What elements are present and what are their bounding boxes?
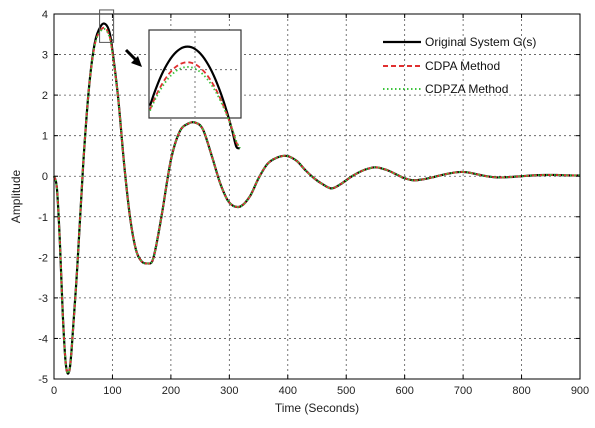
inset-series-line-cdpza (149, 66, 241, 149)
zoom-region-marker (99, 9, 115, 43)
series-line-original (52, 22, 581, 375)
x-tick-label: 700 (454, 385, 472, 397)
y-tick-label: 1 (42, 131, 48, 143)
x-tick-label: 300 (220, 385, 238, 397)
x-tick-label: 800 (512, 385, 530, 397)
y-tick-label: 4 (42, 9, 48, 21)
inset-frame (148, 29, 242, 119)
x-tick-label: 0 (51, 385, 57, 397)
zoom-arrow-icon (124, 48, 142, 67)
inset-series-line-cdpa (149, 61, 241, 149)
legend-label-cdpza: CDPZA Method (425, 82, 508, 96)
x-tick-label: 400 (279, 385, 297, 397)
inset-series-line-original (148, 45, 241, 150)
y-tick-label: -2 (38, 252, 48, 264)
y-tick-label: -3 (38, 293, 48, 305)
y-axis-title: Amplitude (9, 170, 23, 224)
x-tick-label: 100 (103, 385, 121, 397)
x-tick-label: 500 (337, 385, 355, 397)
y-tick-label: -4 (38, 333, 48, 345)
y-tick-label: -5 (38, 374, 48, 386)
y-tick-label: -1 (38, 212, 48, 224)
inset-series-lines (148, 45, 241, 150)
zoom-inset (148, 29, 242, 150)
x-tick-label: 600 (395, 385, 413, 397)
legend-item-original: Original System G(s) (383, 35, 536, 49)
legend-label-cdpa: CDPA Method (425, 59, 500, 73)
y-tick-label: 2 (42, 90, 48, 102)
y-tick-label: 3 (42, 50, 48, 62)
x-tick-label: 200 (162, 385, 180, 397)
legend: Original System G(s) CDPA Method CDPZA M… (383, 35, 536, 96)
grid (54, 14, 580, 379)
series-lines (52, 22, 581, 375)
legend-label-original: Original System G(s) (425, 35, 536, 49)
x-axis-title: Time (Seconds) (275, 401, 359, 415)
legend-item-cdpza: CDPZA Method (383, 82, 508, 96)
series-line-cdpza (53, 27, 581, 375)
legend-item-cdpa: CDPA Method (383, 59, 500, 73)
axis-ticks: 0 100 200 300 400 500 600 700 800 900 -5 -4 -3 -2 -1 0 1… (38, 9, 589, 397)
plot-area-frame (53, 13, 581, 380)
series-line-cdpa (53, 26, 581, 375)
x-tick-label: 900 (571, 385, 589, 397)
y-tick-label: 0 (42, 171, 48, 183)
